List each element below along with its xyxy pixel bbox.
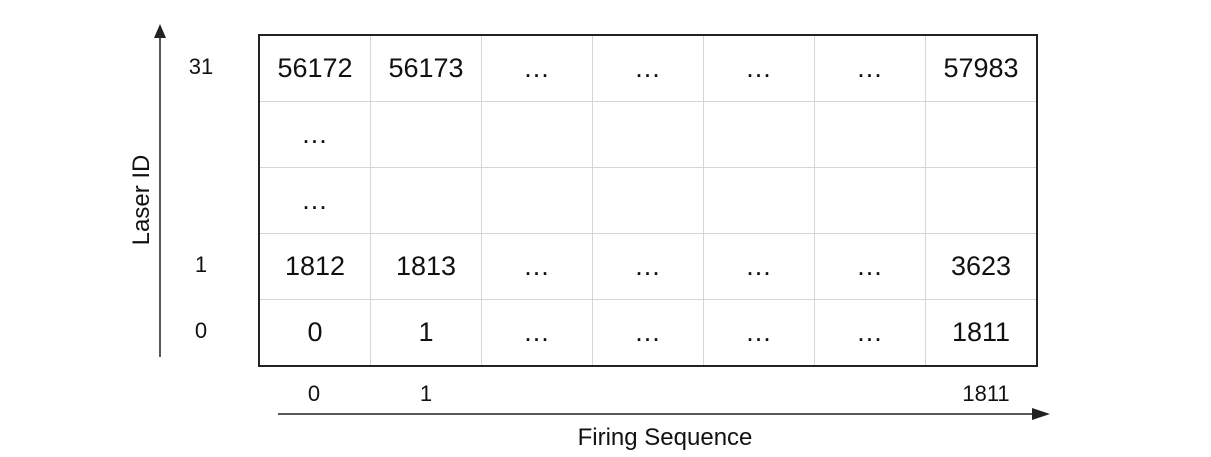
x-axis-arrow: [278, 408, 1050, 420]
grid-cell: [814, 167, 926, 234]
grid-cell: [925, 167, 1038, 234]
grid-cell: [370, 101, 482, 168]
grid-cell: 1: [370, 299, 482, 367]
col-label-1: 1: [419, 381, 433, 406]
grid-cell: ...: [703, 34, 815, 102]
grid-cell: ...: [258, 101, 371, 168]
grid-cell: 56172: [258, 34, 371, 102]
col-label-1811: 1811: [962, 381, 1010, 406]
y-axis-title: Laser ID: [128, 154, 155, 246]
row-label-1: 1: [194, 252, 208, 277]
grid-cell: [925, 101, 1038, 168]
row-label-0: 0: [194, 318, 208, 343]
grid-cell: ...: [592, 299, 704, 367]
grid-row-laser-31: 56172 56173 ... ... ... ... 57983: [258, 34, 1038, 102]
grid-row-ellipsis: ...: [258, 101, 1038, 168]
grid-cell: 56173: [370, 34, 482, 102]
grid-cell: [592, 101, 704, 168]
grid-cell: ...: [592, 233, 704, 300]
grid-cell: 57983: [925, 34, 1038, 102]
grid-cell: ...: [703, 299, 815, 367]
x-axis-title: Firing Sequence: [577, 424, 753, 451]
grid-row-ellipsis: ...: [258, 167, 1038, 234]
grid-cell: 1811: [925, 299, 1038, 367]
grid-cell: 1813: [370, 233, 482, 300]
grid-cell: ...: [814, 299, 926, 367]
grid-cell: [814, 101, 926, 168]
grid-cell: [592, 167, 704, 234]
firing-grid: 56172 56173 ... ... ... ... 57983 ... ..…: [258, 34, 1038, 367]
grid-cell: 3623: [925, 233, 1038, 300]
grid-cell: ...: [814, 34, 926, 102]
grid-cell: ...: [814, 233, 926, 300]
grid-cell: [370, 167, 482, 234]
grid-cell: 1812: [258, 233, 371, 300]
grid-cell: [703, 101, 815, 168]
grid-cell: [481, 101, 593, 168]
grid-cell: [481, 167, 593, 234]
grid-cell: ...: [481, 34, 593, 102]
grid-cell: ...: [481, 299, 593, 367]
row-label-31: 31: [188, 54, 214, 79]
grid-row-laser-0: 0 1 ... ... ... ... 1811: [258, 299, 1038, 367]
grid-row-laser-1: 1812 1813 ... ... ... ... 3623: [258, 233, 1038, 300]
col-label-0: 0: [307, 381, 321, 406]
grid-cell: 0: [258, 299, 371, 367]
grid-cell: ...: [703, 233, 815, 300]
grid-cell: ...: [258, 167, 371, 234]
grid-cell: ...: [592, 34, 704, 102]
y-axis-arrow: [154, 24, 166, 357]
grid-cell: ...: [481, 233, 593, 300]
grid-cell: [703, 167, 815, 234]
